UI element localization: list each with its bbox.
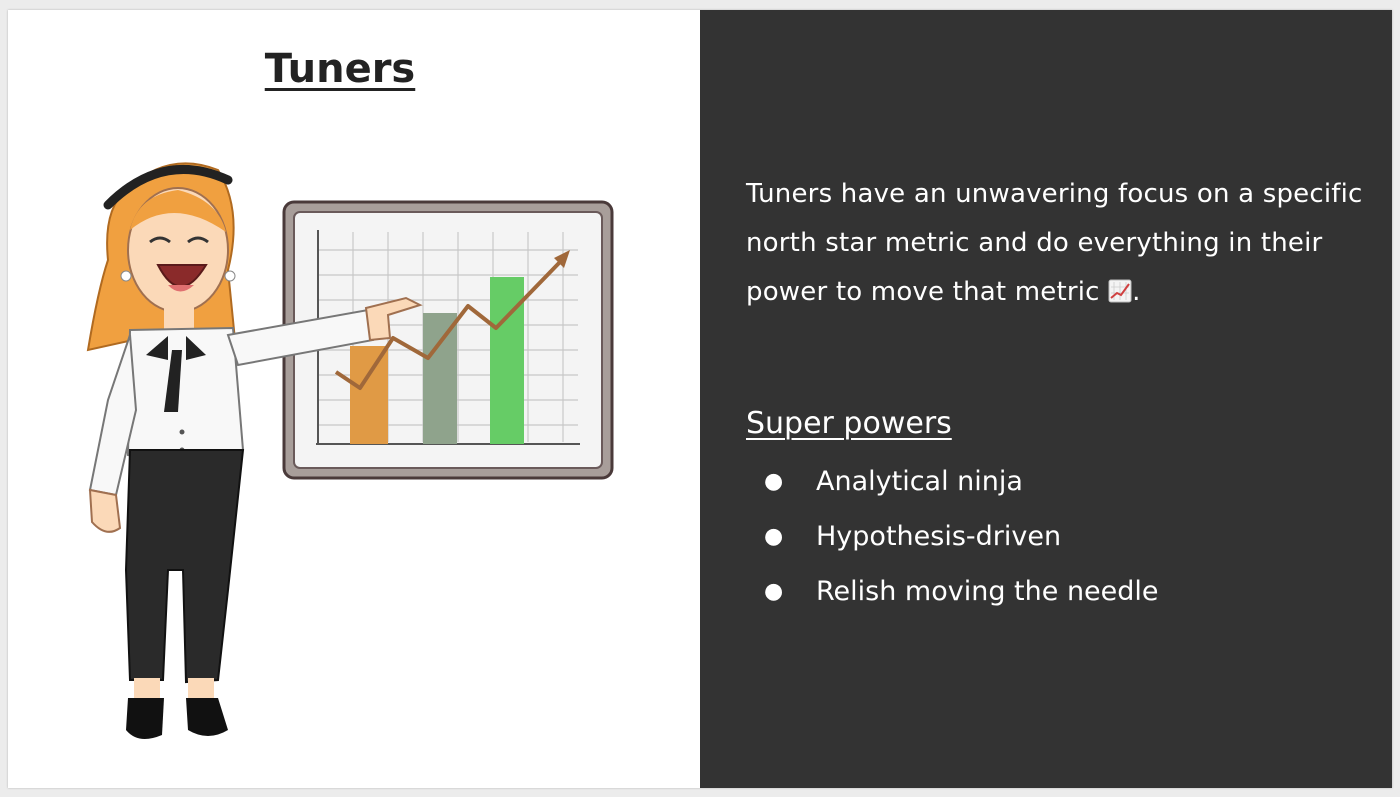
presenter-illustration [86, 162, 614, 739]
bullet-icon: ● [764, 469, 784, 494]
list-item: ● Hypothesis-driven [746, 515, 1159, 570]
super-powers-heading: Super powers [746, 406, 952, 441]
description-body: Tuners have an unwavering focus on a spe… [746, 179, 1363, 307]
left-panel: Tuners [8, 10, 700, 788]
slide-title: Tuners [264, 46, 416, 92]
description-period: . [1132, 277, 1141, 307]
chart-bar-2 [423, 313, 457, 444]
super-powers-list: ● Analytical ninja ● Hypothesis-driven ●… [746, 460, 1159, 625]
bullet-icon: ● [764, 524, 784, 549]
right-panel: Tuners have an unwavering focus on a spe… [700, 10, 1392, 788]
woman-figure [86, 162, 423, 739]
chart-increasing-icon [1108, 279, 1132, 303]
bullet-icon: ● [764, 579, 784, 604]
whiteboard [282, 200, 614, 480]
trend-arrow [334, 260, 562, 390]
list-item: ● Relish moving the needle [746, 570, 1159, 625]
description-text: Tuners have an unwavering focus on a spe… [746, 170, 1366, 317]
list-item-label: Relish moving the needle [816, 576, 1159, 607]
list-item-label: Hypothesis-driven [816, 521, 1062, 552]
list-item: ● Analytical ninja [746, 460, 1159, 515]
chart-bar-1 [350, 346, 388, 444]
slide: Tuners [8, 10, 1392, 788]
list-item-label: Analytical ninja [816, 466, 1023, 497]
